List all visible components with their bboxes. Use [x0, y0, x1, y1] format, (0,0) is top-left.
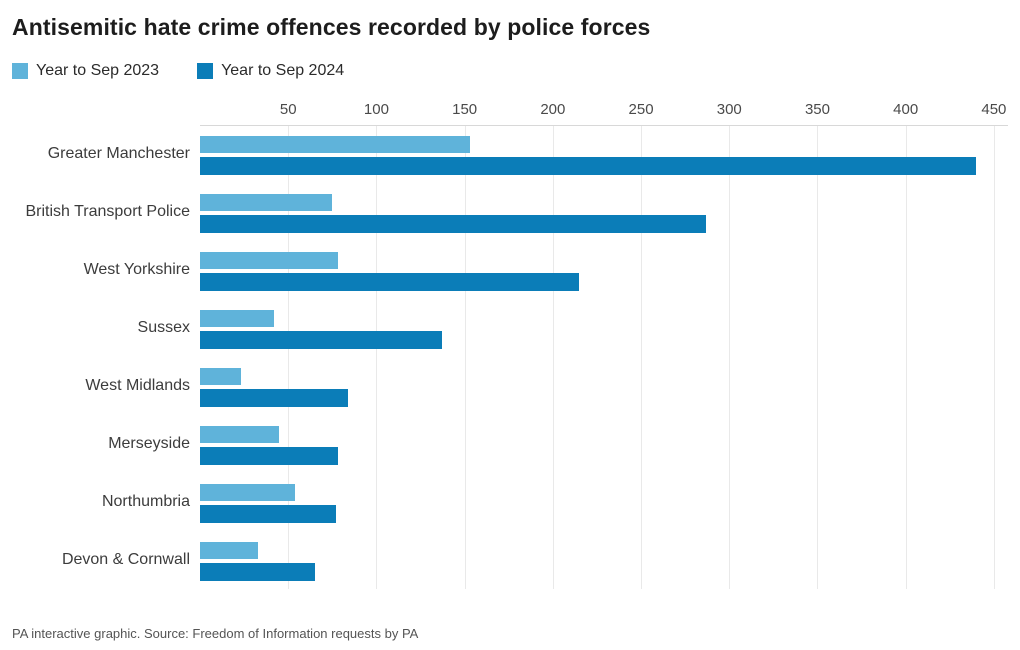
gridline-300: [729, 126, 731, 589]
legend-swatch-2023: [12, 63, 28, 79]
bar-2023[interactable]: [200, 194, 333, 211]
bar-group: [200, 126, 1008, 184]
y-axis-labels: Greater Manchester British Transport Poli…: [12, 94, 200, 589]
bar-2024[interactable]: [200, 215, 707, 233]
x-axis-tick-50: 50: [279, 101, 297, 118]
gridline-450: [993, 126, 995, 589]
bar-group: [200, 184, 1008, 242]
bar-group: [200, 242, 1008, 300]
bar-2024[interactable]: [200, 273, 580, 291]
x-axis-tick-100: 100: [363, 101, 389, 118]
y-axis-label: Sussex: [137, 319, 190, 336]
x-axis-tick-400: 400: [893, 101, 919, 118]
bar-2023[interactable]: [200, 542, 259, 559]
tick-spacer: [12, 94, 200, 125]
legend-swatch-2024: [197, 63, 214, 79]
gridline-250: [641, 126, 643, 589]
legend-item-2023[interactable]: Year to Sep 2023: [12, 62, 159, 80]
bar-2024[interactable]: [200, 563, 315, 581]
x-axis-tick-450: 450: [981, 101, 1007, 118]
bar-groups: [200, 126, 1008, 590]
bar-group: [200, 532, 1008, 590]
bar-2024[interactable]: [200, 389, 349, 407]
bar-2023[interactable]: [200, 310, 275, 327]
legend-label-2023: Year to Sep 2023: [36, 62, 160, 79]
legend-label-2024: Year to Sep 2024: [221, 62, 345, 79]
bar-2023[interactable]: [200, 368, 241, 385]
gridline-150: [464, 126, 466, 589]
bar-chart: Greater Manchester British Transport Poli…: [12, 94, 1008, 589]
y-axis-label: Merseyside: [108, 435, 190, 452]
bar-group: [200, 416, 1008, 474]
gridline-50: [288, 126, 290, 589]
gridline-400: [905, 126, 907, 589]
gridline-200: [552, 126, 554, 589]
bar-2024[interactable]: [200, 447, 338, 465]
x-axis-tick-250: 250: [628, 101, 654, 118]
y-axis-label: West Yorkshire: [83, 261, 190, 278]
legend: Year to Sep 2023 Year to Sep 2024: [12, 60, 1008, 82]
x-axis-tick-200: 200: [540, 101, 566, 118]
source-note: PA interactive graphic. Source: Freedom …: [12, 626, 419, 641]
plot-area: [200, 125, 1008, 589]
gridlines: [200, 126, 1008, 589]
plot-column: 50 100 150 200 250 300 350 400 450: [200, 94, 1008, 589]
x-axis-tick-350: 350: [804, 101, 830, 118]
x-axis-tick-300: 300: [716, 101, 742, 118]
y-axis-label: Devon & Cornwall: [61, 551, 190, 568]
bar-group: [200, 358, 1008, 416]
x-axis-ticks: 50 100 150 200 250 300 350 400 450: [200, 94, 1008, 125]
bar-2024[interactable]: [200, 331, 442, 349]
category-labels: Greater Manchester British Transport Poli…: [12, 125, 200, 589]
bar-2023[interactable]: [200, 252, 338, 269]
bar-2023[interactable]: [200, 136, 470, 153]
y-axis-label: West Midlands: [85, 377, 190, 394]
y-axis-label: Greater Manchester: [47, 145, 190, 162]
bar-2024[interactable]: [200, 157, 977, 175]
bar-2023[interactable]: [200, 484, 296, 501]
bar-group: [200, 474, 1008, 532]
bar-2023[interactable]: [200, 426, 280, 443]
y-axis-label: British Transport Police: [25, 203, 190, 220]
gridline-350: [817, 126, 819, 589]
y-axis-label: Northumbria: [101, 493, 190, 510]
bar-2024[interactable]: [200, 505, 336, 523]
gridline-100: [376, 126, 378, 589]
chart-title: Antisemitic hate crime offences recorded…: [12, 14, 651, 40]
x-axis-tick-150: 150: [452, 101, 478, 118]
chart-page: Antisemitic hate crime offences recorded…: [12, 14, 1008, 641]
legend-item-2024[interactable]: Year to Sep 2024: [197, 62, 344, 80]
bar-group: [200, 300, 1008, 358]
